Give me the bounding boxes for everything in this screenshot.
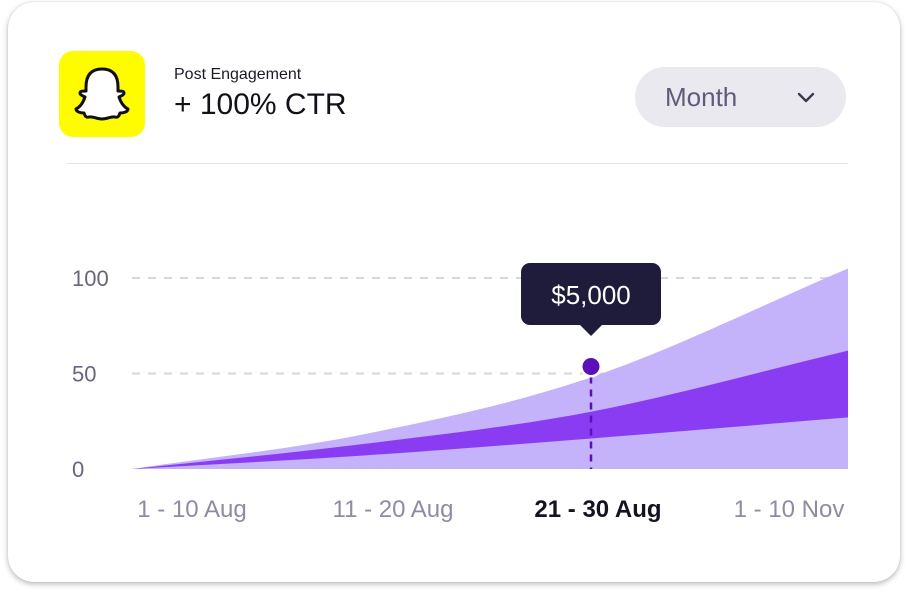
tooltip-box [521,263,661,325]
y-tick-label: 100 [72,266,109,291]
inner-area [132,417,848,469]
y-tick-label: 50 [72,362,96,387]
snapchat-ghost-icon [74,67,130,121]
x-tick-label[interactable]: 1 - 10 Nov [734,496,845,523]
tooltip-arrow [580,325,602,336]
period-dropdown-label: Month [665,81,738,112]
snapchat-logo [59,51,145,137]
x-tick-label[interactable]: 1 - 10 Aug [137,496,246,523]
header-divider [67,163,848,164]
highlight-point[interactable] [582,358,600,375]
period-dropdown[interactable]: Month [635,67,846,127]
card-subtitle: Post Engagement [174,66,302,83]
card-headline: + 100% CTR [174,88,347,121]
x-tick-label[interactable]: 11 - 20 Aug [333,496,454,523]
x-tick-label[interactable]: 21 - 30 Aug [534,496,661,523]
tooltip-value: $5,000 [551,280,631,310]
chevron-down-icon [797,92,815,103]
y-tick-label: 0 [72,457,84,482]
